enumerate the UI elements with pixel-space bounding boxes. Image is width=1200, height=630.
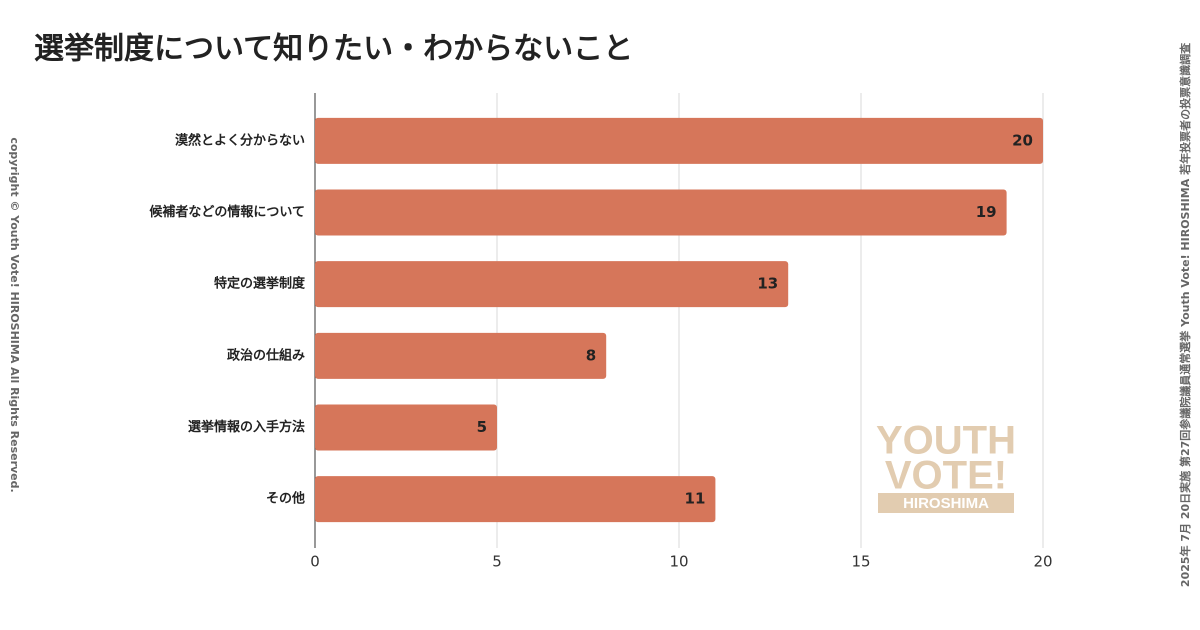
chart-title: 選挙制度について知りたい・わからないこと [34,32,633,67]
bar [315,332,607,379]
copyright: copyright © Youth Vote! HIROSHIMA All Ri… [8,137,21,492]
x-tick-label: 15 [851,553,870,571]
x-tick-label: 0 [310,553,320,571]
x-tick-label: 5 [492,553,502,571]
bar [315,404,497,451]
logo-line: YOUTH [876,419,1016,463]
logo-line: HIROSHIMA [903,495,989,512]
bar [315,117,1043,164]
value-label: 20 [1012,131,1033,149]
y-tick-label: 漠然とよく分からない [175,132,305,148]
y-tick-label: 候補者などの情報について [149,204,305,220]
value-label: 19 [976,203,997,221]
value-label: 8 [586,346,596,364]
logo: YOUTH VOTE! HIROSHIMA [876,419,1016,513]
logo-band [878,493,1014,513]
survey-note: 2025年 7月 20日実施 第27回参議院議員通常選挙 Youth Vote!… [1178,43,1192,587]
x-tick-label: 10 [669,553,688,571]
y-tick-label: 政治の仕組み [227,347,305,363]
bar [315,189,1007,236]
bar [315,476,716,523]
value-label: 5 [477,418,487,436]
value-label: 11 [685,490,706,508]
y-tick-label: 選挙情報の入手方法 [188,419,305,435]
y-tick-label: その他 [266,491,305,507]
bar [315,261,789,308]
logo-line: VOTE! [885,454,1007,498]
x-tick-label: 20 [1033,553,1052,571]
value-label: 13 [757,275,778,293]
y-tick-label: 特定の選挙制度 [214,276,306,292]
